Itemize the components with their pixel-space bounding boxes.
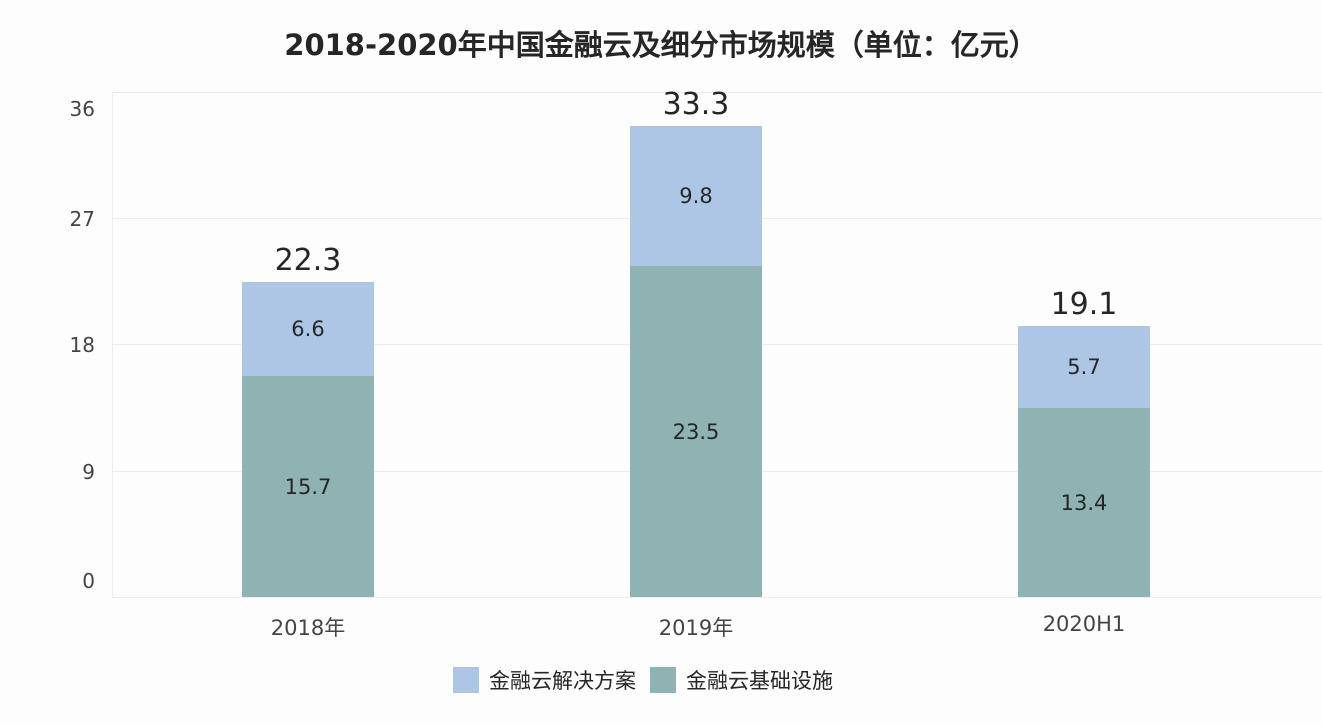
- y-tick-0: 0: [82, 569, 95, 593]
- bar-total-2020h1: 19.1: [1050, 287, 1118, 322]
- legend-item-infrastructure[interactable]: 金融云基础设施: [650, 665, 833, 695]
- bar-label-solution-2020h1: 5.7: [1067, 355, 1101, 379]
- gridline-0: [113, 597, 1322, 598]
- legend-swatch-solution-icon: [453, 667, 479, 693]
- chart-title: 2018-2020年中国金融云及细分市场规模（单位：亿元）: [284, 28, 1038, 62]
- bar-segment-solution-2019: 9.8: [630, 126, 762, 266]
- y-tick-36: 36: [69, 97, 95, 121]
- bar-total-2018: 22.3: [274, 243, 342, 278]
- bar-total-2019: 33.3: [662, 87, 730, 122]
- bar-label-infrastructure-2019: 23.5: [672, 419, 720, 444]
- bar-label-infrastructure-2018: 15.7: [284, 474, 332, 499]
- x-tick-2019: 2019年: [658, 616, 734, 640]
- bar-segment-infrastructure-2020h1: 13.4: [1018, 408, 1150, 597]
- y-tick-27: 27: [69, 207, 95, 231]
- legend-label-infrastructure: 金融云基础设施: [686, 669, 833, 693]
- x-tick-2020h1: 2020H1: [1042, 612, 1126, 636]
- bar-2019: 9.8 23.5: [630, 126, 762, 597]
- x-tick-2018: 2018年: [270, 616, 346, 640]
- bar-2020h1: 5.7 13.4: [1018, 326, 1150, 597]
- bar-2018: 6.6 15.7: [242, 282, 374, 597]
- bar-segment-infrastructure-2019: 23.5: [630, 266, 762, 597]
- legend-item-solution[interactable]: 金融云解决方案: [453, 665, 636, 695]
- y-tick-18: 18: [69, 333, 95, 357]
- y-tick-9: 9: [82, 460, 95, 484]
- legend: 金融云解决方案 金融云基础设施: [453, 665, 847, 695]
- bar-label-infrastructure-2020h1: 13.4: [1060, 490, 1108, 515]
- gridline-36: [113, 92, 1322, 93]
- bar-label-solution-2018: 6.6: [291, 317, 325, 341]
- legend-swatch-infrastructure-icon: [650, 667, 676, 693]
- bar-segment-solution-2018: 6.6: [242, 282, 374, 376]
- bar-segment-infrastructure-2018: 15.7: [242, 376, 374, 597]
- bar-label-solution-2019: 9.8: [679, 184, 713, 208]
- bar-segment-solution-2020h1: 5.7: [1018, 326, 1150, 408]
- legend-label-solution: 金融云解决方案: [489, 669, 636, 693]
